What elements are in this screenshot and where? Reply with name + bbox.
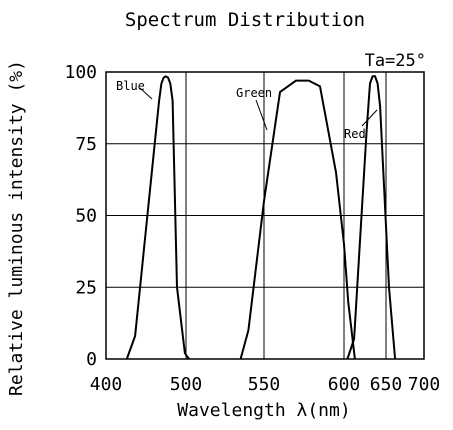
x-tick-label: 500 [170,374,203,395]
y-tick-label: 0 [86,349,97,370]
grid [106,72,424,359]
temperature-annotation: Ta=25° [365,51,426,71]
x-tick-label: 600 [328,374,361,395]
x-tick-label: 400 [90,374,123,395]
x-tick-label: 650 [370,374,403,395]
series-blue-line [125,75,190,360]
x-tick-label: 550 [248,374,281,395]
series-blue-leader [139,87,153,100]
series-red-label: Red [344,127,366,141]
x-axis-label: Wavelength λ(nm) [177,400,350,421]
series-red-line [346,75,397,360]
series-red-leader [361,109,378,127]
y-tick-label: 25 [75,277,97,298]
series-green-line [239,79,356,360]
series-green-label: Green [236,86,272,100]
tick-labels: 0 25 50 75 100 400 500 550 600 650 700 [64,62,440,395]
plot-frame [105,71,425,360]
y-tick-label: 100 [64,62,97,83]
y-tick-label: 50 [75,206,97,227]
x-tick-label: 700 [408,374,441,395]
chart-title: Spectrum Distribution [125,9,365,31]
y-tick-label: 75 [75,134,97,155]
series-layer: Blue Green Red [116,75,397,360]
series-blue-label: Blue [116,79,145,93]
y-axis-label: Relative luminous intensity (%) [6,60,27,396]
series-green-leader [255,99,268,131]
